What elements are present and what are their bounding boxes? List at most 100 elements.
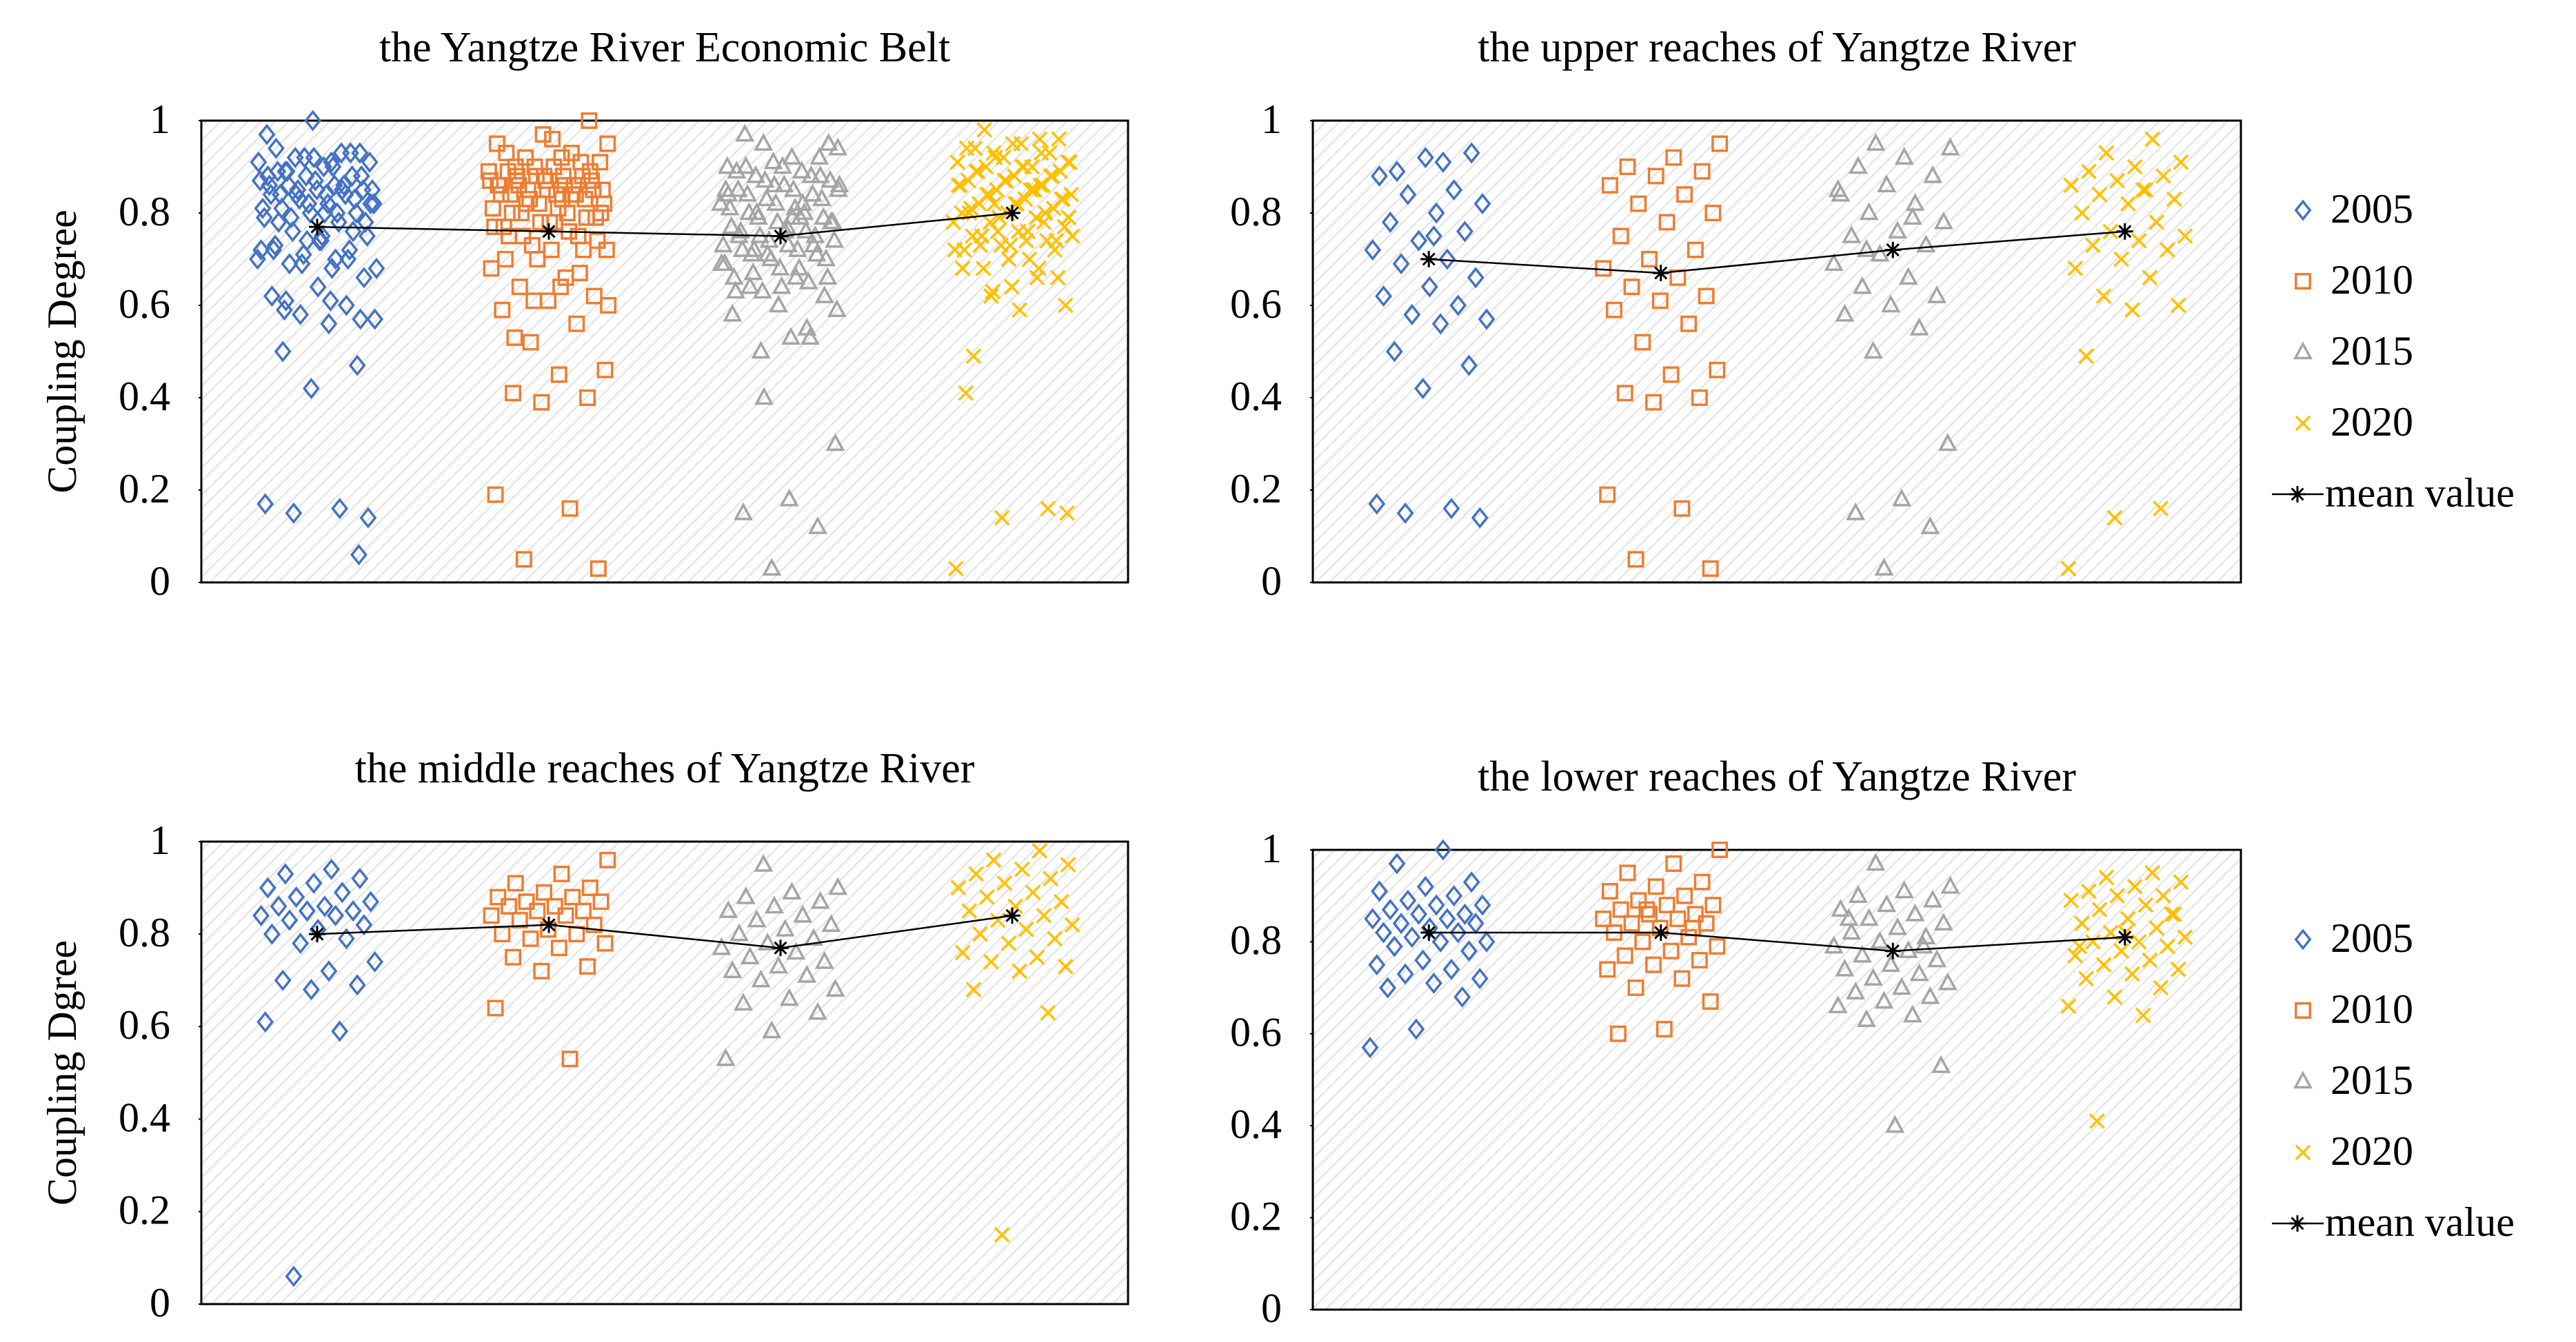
- data-point: [305, 872, 323, 894]
- data-point: [522, 334, 539, 351]
- data-point: [1012, 963, 1028, 979]
- data-point: [985, 283, 1001, 300]
- data-point: [507, 875, 524, 892]
- data-point: [1017, 191, 1034, 207]
- data-point: [982, 214, 998, 230]
- y-tick-label: 0.2: [119, 1188, 170, 1233]
- data-point: [807, 243, 827, 262]
- data-point: [2149, 214, 2165, 230]
- data-point: [792, 161, 812, 179]
- data-point: [525, 292, 543, 309]
- data-point: [596, 195, 613, 212]
- data-point: [994, 509, 1010, 526]
- data-point: [1662, 942, 1680, 959]
- data-point: [716, 179, 736, 197]
- data-point: [517, 149, 534, 166]
- data-point: [596, 361, 614, 378]
- data-point: [1831, 899, 1851, 917]
- data-point: [803, 928, 823, 946]
- data-point: [825, 230, 845, 248]
- data-point: [256, 1011, 274, 1033]
- data-point: [2078, 970, 2094, 987]
- data-point: [1835, 303, 1855, 322]
- data-point: [1052, 163, 1069, 180]
- data-point: [552, 278, 570, 296]
- y-tick-label: 0.4: [1230, 374, 1282, 419]
- data-point: [488, 135, 505, 152]
- data-point: [821, 914, 841, 933]
- mean-marker: [1420, 251, 1438, 267]
- data-point: [255, 207, 273, 229]
- data-point: [327, 904, 345, 926]
- mean-line: [1429, 230, 2125, 274]
- data-point: [1619, 864, 1636, 882]
- mean-marker: [541, 916, 557, 933]
- data-point: [1616, 947, 1633, 964]
- mean-marker: [1004, 907, 1020, 924]
- data-point: [2166, 191, 2182, 207]
- data-point: [958, 385, 974, 401]
- data-point: [1057, 958, 1074, 975]
- data-point: [352, 308, 370, 330]
- legend-marker: [2293, 1070, 2313, 1089]
- legend-marker: [2295, 273, 2311, 289]
- data-point: [561, 1050, 578, 1068]
- data-point: [967, 140, 983, 156]
- data-point: [323, 257, 341, 279]
- data-point: [362, 891, 380, 913]
- data-point: [954, 260, 971, 276]
- data-point: [348, 354, 366, 376]
- data-point: [768, 955, 788, 974]
- data-point: [1601, 176, 1618, 194]
- data-point: [1460, 940, 1478, 962]
- data-point: [985, 852, 1002, 868]
- data-point: [274, 969, 292, 991]
- data-point: [362, 193, 380, 215]
- data-point: [355, 914, 373, 936]
- data-point: [2164, 906, 2180, 922]
- data-point: [2160, 242, 2175, 258]
- data-point: [2071, 938, 2088, 955]
- y-tick-label: 1: [150, 96, 170, 142]
- data-point: [1709, 361, 1726, 378]
- data-point: [1610, 1025, 1627, 1042]
- data-point: [994, 1226, 1010, 1243]
- data-point: [770, 257, 790, 276]
- data-point: [1022, 182, 1038, 198]
- data-point: [1656, 1021, 1673, 1038]
- mean-marker: [1884, 942, 1902, 959]
- data-point: [747, 909, 767, 928]
- data-point: [323, 858, 341, 880]
- data-point: [533, 962, 550, 979]
- data-point: [1438, 908, 1456, 930]
- data-point: [976, 121, 993, 138]
- data-point: [1361, 1037, 1379, 1059]
- data-point: [1462, 871, 1480, 893]
- data-point: [781, 327, 801, 345]
- data-point: [2063, 177, 2080, 194]
- mean-marker: [1420, 924, 1438, 941]
- data-point: [1040, 500, 1056, 517]
- data-point: [751, 969, 771, 988]
- legend-label: 2005: [2331, 186, 2413, 232]
- data-point: [1004, 278, 1020, 295]
- mean-marker: [1884, 241, 1902, 258]
- data-point: [1442, 498, 1460, 520]
- data-point: [1909, 963, 1929, 982]
- y-tick-label: 0.6: [119, 1002, 170, 1048]
- data-point: [735, 123, 755, 142]
- data-point: [490, 888, 507, 906]
- data-point: [284, 221, 301, 243]
- data-point: [571, 265, 588, 282]
- data-point: [337, 928, 355, 950]
- data-point: [758, 933, 778, 950]
- data-point: [590, 560, 607, 577]
- data-point: [1060, 210, 1077, 226]
- data-point: [331, 498, 349, 520]
- data-point: [1601, 883, 1618, 899]
- data-point: [259, 877, 276, 899]
- legend-marker: [2293, 341, 2313, 360]
- data-point: [711, 193, 731, 211]
- data-point: [1410, 903, 1428, 925]
- data-point: [728, 179, 748, 197]
